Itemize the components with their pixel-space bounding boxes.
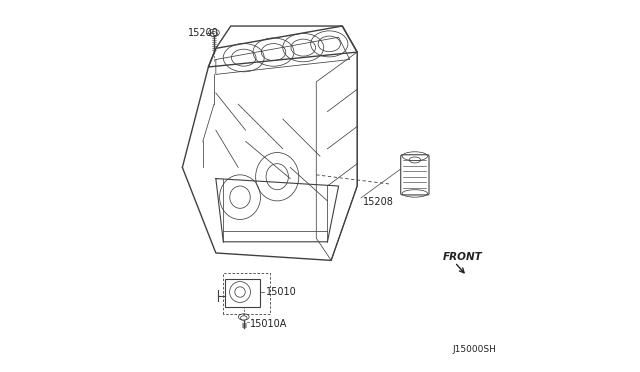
Text: FRONT: FRONT: [443, 252, 483, 262]
Text: 15010A: 15010A: [250, 319, 287, 328]
Bar: [225, 279, 260, 307]
Text: J15000SH: J15000SH: [453, 345, 497, 354]
Text: 15200: 15200: [188, 28, 219, 38]
Text: 15010: 15010: [266, 287, 297, 297]
Text: 15208: 15208: [363, 197, 394, 206]
